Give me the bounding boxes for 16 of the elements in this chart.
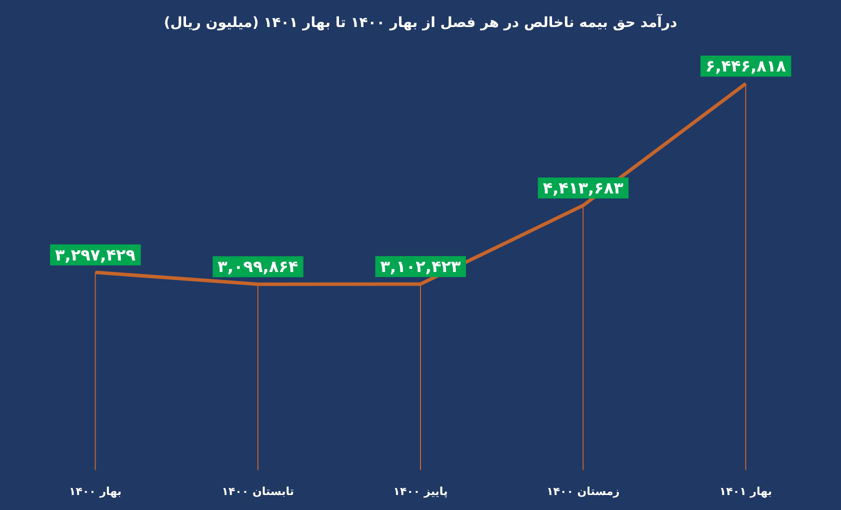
data-label: ۳,۲۹۷,۴۲۹	[50, 244, 141, 266]
data-label: ۳,۱۰۲,۴۲۳	[380, 257, 461, 276]
x-tick-label: بهار ۱۴۰۱	[719, 485, 772, 498]
title: درآمد حق بیمه ناخالص در هر فصل از بهار ۱۴۰۰ تا بهار ۱۴۰۱ (میلیون ریال)	[164, 15, 678, 31]
data-label: ۴,۴۱۳,۶۸۳	[542, 178, 624, 198]
x-tick-label: تابستان ۱۴۰۰	[222, 485, 294, 498]
x-tick-label: زمستان ۱۴۰۰	[546, 485, 620, 498]
data-label: ۶,۴۴۶,۸۱۸	[705, 56, 786, 76]
data-label: ۳,۰۹۹,۸۶۴	[212, 256, 304, 278]
data-label: ۳,۱۰۲,۴۲۳	[375, 256, 466, 278]
x-tick-label: پاییز ۱۴۰۰	[393, 485, 448, 498]
x-tick-label: بهار ۱۴۰۰	[69, 485, 122, 498]
data-label: ۶,۴۴۶,۸۱۸	[700, 56, 792, 77]
data-label: ۳,۰۹۹,۸۶۴	[218, 257, 298, 276]
data-label: ۴,۴۱۳,۶۸۳	[538, 177, 629, 198]
data-label: ۳,۲۹۷,۴۲۹	[55, 245, 136, 264]
